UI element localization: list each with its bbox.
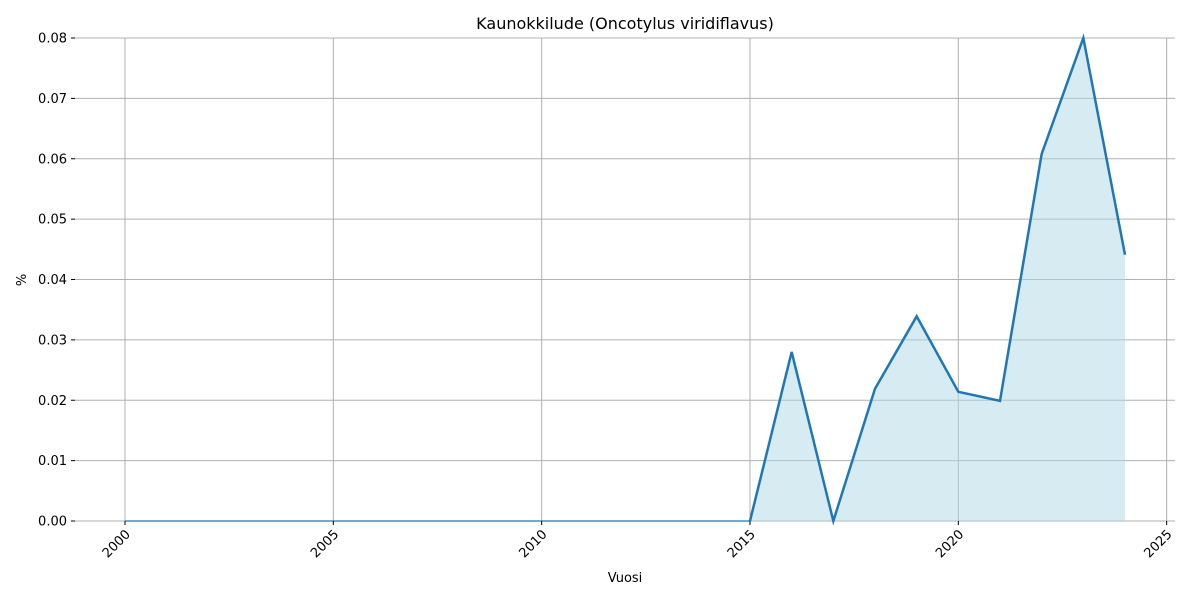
marks (125, 33, 1127, 526)
y-tick-label: 0.07 (38, 92, 67, 107)
y-tick-label: 0.05 (38, 213, 67, 228)
y-tick-label: 0.03 (38, 333, 67, 348)
y-axis-label: % (15, 274, 30, 286)
x-tick-label: 2025 (1141, 527, 1175, 561)
series-line (748, 33, 1127, 526)
x-tick-label: 2005 (308, 527, 342, 561)
x-tick-label: 2020 (933, 527, 967, 561)
y-tick-label: 0.04 (38, 273, 67, 288)
y-tick-label: 0.08 (38, 32, 67, 47)
series-area (750, 38, 1125, 521)
chart-title: Kaunokkilude (Oncotylus viridiflavus) (476, 14, 774, 33)
y-tick-label: 0.02 (38, 394, 67, 409)
y-tick-label: 0.01 (38, 454, 67, 469)
y-tick-label: 0.06 (38, 152, 67, 167)
x-tick-label: 2000 (100, 527, 134, 561)
x-axis-label: Vuosi (608, 571, 643, 586)
y-tick-label: 0.00 (38, 515, 67, 530)
x-tick-label: 2010 (516, 527, 550, 561)
x-tick-label: 2015 (725, 527, 759, 561)
